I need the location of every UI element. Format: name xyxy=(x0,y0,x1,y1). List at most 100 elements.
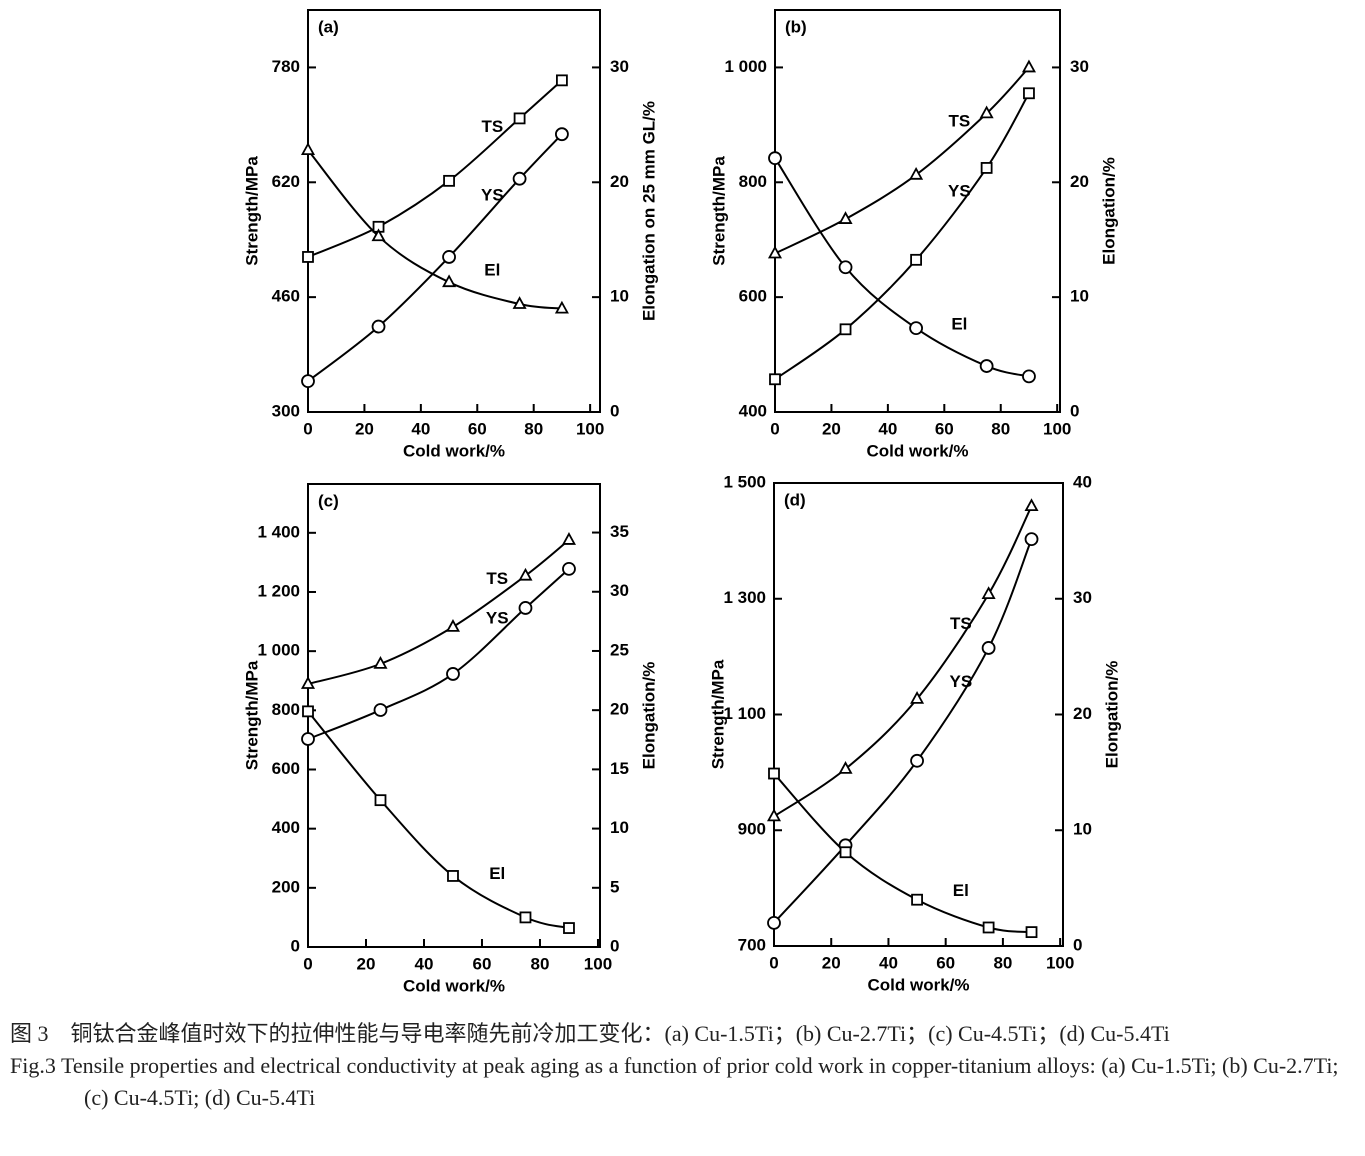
series-line xyxy=(773,772,1032,934)
marker xyxy=(555,127,569,142)
y-tick-label: 1 000 xyxy=(257,641,300,660)
y2-axis-label: Elongation on 25 mm GL/% xyxy=(639,101,658,321)
marker xyxy=(1023,87,1035,100)
x-tick-label: 0 xyxy=(303,954,312,973)
x-tick-label: 100 xyxy=(576,419,604,438)
series-label: TS xyxy=(486,569,508,588)
x-tick-label: 20 xyxy=(355,419,374,438)
x-tick-label: 60 xyxy=(473,954,492,973)
x-tick-label: 0 xyxy=(769,953,778,972)
marker xyxy=(768,151,782,166)
series-label: YS xyxy=(948,181,971,200)
marker xyxy=(839,323,852,336)
x-tick-label: 20 xyxy=(822,419,841,438)
marker xyxy=(442,250,456,264)
y2-tick-label: 20 xyxy=(610,172,629,191)
series-label: YS xyxy=(481,185,504,204)
marker xyxy=(982,921,995,934)
marker xyxy=(1024,532,1039,547)
marker xyxy=(910,691,925,704)
marker xyxy=(981,641,996,655)
y2-tick-label: 40 xyxy=(1073,472,1092,491)
marker xyxy=(371,228,386,242)
caption: 图 3 铜钛合金峰值时效下的拉伸性能与导电率随先前冷加工变化：(a) Cu-1.… xyxy=(10,1018,1355,1114)
marker xyxy=(300,676,316,689)
panel-label: (a) xyxy=(318,17,339,36)
series-label: YS xyxy=(949,672,972,691)
marker xyxy=(512,296,527,309)
plot-frame xyxy=(307,9,601,413)
y-tick-label: 1 200 xyxy=(257,581,300,600)
y-tick-label: 780 xyxy=(272,57,300,76)
y2-tick-label: 20 xyxy=(1070,172,1089,191)
y-tick-label: 900 xyxy=(738,820,766,839)
series-label: TS xyxy=(481,117,503,136)
x-axis-label: Cold work/% xyxy=(866,441,968,460)
x-tick-label: 40 xyxy=(411,419,430,438)
y2-tick-label: 30 xyxy=(1070,57,1089,76)
y-tick-label: 400 xyxy=(272,818,300,837)
y-tick-label: 600 xyxy=(739,287,767,306)
marker xyxy=(1024,498,1039,512)
marker xyxy=(445,619,461,632)
y2-tick-label: 5 xyxy=(610,877,619,896)
marker xyxy=(767,245,783,259)
marker xyxy=(910,753,924,768)
marker xyxy=(769,373,781,386)
y2-tick-label: 10 xyxy=(610,818,629,837)
y-tick-label: 1 000 xyxy=(724,57,767,76)
y2-tick-label: 10 xyxy=(610,287,629,306)
series-label: El xyxy=(951,315,967,334)
y2-tick-label: 0 xyxy=(610,401,619,420)
marker xyxy=(766,808,782,822)
marker xyxy=(371,319,386,334)
marker xyxy=(910,253,922,266)
y-tick-label: 620 xyxy=(272,172,300,191)
y-tick-label: 800 xyxy=(739,172,767,191)
y2-tick-label: 20 xyxy=(1073,704,1092,723)
y2-tick-label: 30 xyxy=(610,581,629,600)
marker xyxy=(980,162,993,174)
y2-axis-label: Elongation/% xyxy=(1102,661,1121,769)
marker xyxy=(300,142,316,156)
y2-tick-label: 10 xyxy=(1073,820,1092,839)
marker xyxy=(512,171,527,186)
marker xyxy=(838,260,853,275)
y-axis-label: Strength/MPa xyxy=(242,660,261,770)
x-tick-label: 40 xyxy=(878,419,897,438)
marker xyxy=(518,601,533,615)
y-tick-label: 600 xyxy=(272,759,300,778)
marker xyxy=(373,656,388,669)
series-line xyxy=(307,710,570,930)
marker xyxy=(447,870,459,882)
y2-tick-label: 30 xyxy=(1073,588,1092,607)
marker xyxy=(909,166,924,180)
y-axis-label: Strength/MPa xyxy=(709,156,728,266)
marker xyxy=(767,915,781,930)
marker xyxy=(302,251,314,263)
panel-label: (c) xyxy=(318,491,339,510)
x-tick-label: 20 xyxy=(357,954,376,973)
series-label: TS xyxy=(950,614,972,633)
y2-tick-label: 20 xyxy=(610,700,629,719)
y2-tick-label: 10 xyxy=(1070,287,1089,306)
y-tick-label: 1 500 xyxy=(723,472,766,491)
y-tick-label: 300 xyxy=(272,401,300,420)
series-line xyxy=(307,133,563,382)
x-tick-label: 80 xyxy=(991,419,1010,438)
x-tick-label: 40 xyxy=(415,954,434,973)
series-label: YS xyxy=(486,608,509,627)
y-axis-label: Strength/MPa xyxy=(708,659,727,769)
y-tick-label: 800 xyxy=(272,700,300,719)
marker xyxy=(556,74,568,87)
series-label: El xyxy=(484,261,500,280)
caption-en: Fig.3 Tensile properties and electrical … xyxy=(10,1053,1339,1110)
x-tick-label: 100 xyxy=(1043,419,1071,438)
series-line xyxy=(307,149,563,310)
y2-tick-label: 0 xyxy=(610,936,619,955)
marker xyxy=(554,300,569,314)
marker xyxy=(518,567,533,581)
x-tick-label: 60 xyxy=(936,953,955,972)
marker xyxy=(446,667,460,681)
